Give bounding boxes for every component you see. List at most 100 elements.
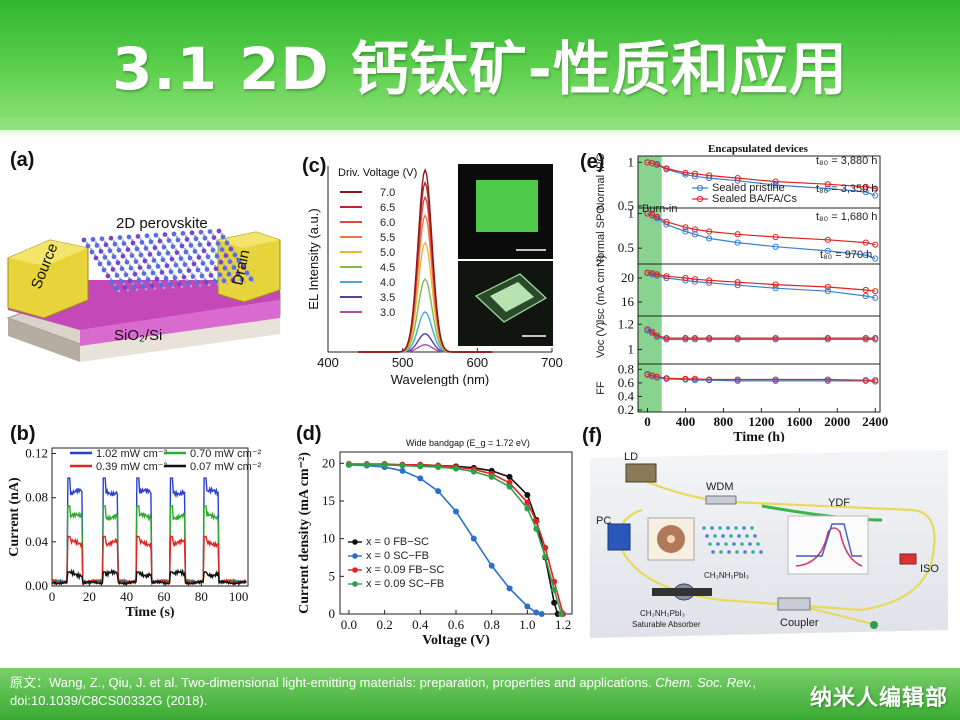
lattice-atom — [127, 278, 133, 284]
stability-point — [653, 161, 661, 168]
perovskite-lattice — [81, 228, 256, 293]
stability-point — [682, 375, 689, 382]
lattice-atom — [142, 258, 148, 264]
legend-text: x = 0 FB−SC — [366, 536, 429, 548]
y-tick-label: 10 — [322, 531, 335, 546]
legend-text-1: 1.02 mW cm⁻² — [96, 448, 168, 460]
stability-point — [706, 335, 713, 342]
lattice-atom-small — [150, 268, 154, 272]
jv-point — [453, 465, 459, 472]
stability-point — [862, 183, 869, 190]
lattice-atom — [120, 253, 126, 259]
lattice-atom — [138, 252, 144, 258]
slide-title: 3.1 2D 钙钛矿-性质和应用 — [112, 35, 848, 103]
stability-line — [647, 328, 876, 339]
lattice-atom — [222, 265, 228, 271]
legend-text: 3.5 — [380, 292, 395, 304]
lattice-atom — [125, 247, 131, 252]
panel-d-label: (d) — [296, 423, 322, 445]
lattice-atom-small — [196, 253, 200, 256]
panel-e-label: (e) — [580, 151, 604, 173]
lattice-atom — [172, 275, 178, 281]
legend-text: 3.0 — [380, 307, 395, 319]
x-axis-title: Wavelength (nm) — [391, 372, 490, 386]
lattice-atom — [129, 253, 135, 258]
lattice-atom — [239, 277, 245, 282]
legend-text: 6.5 — [380, 202, 395, 214]
lattice-atom-small — [213, 264, 217, 267]
lattice-atom — [178, 256, 184, 261]
x-tick-label: 800 — [714, 414, 734, 429]
y-tick-label: 0.6 — [618, 375, 635, 390]
jv-point — [524, 499, 531, 506]
pc-label: PC — [596, 515, 611, 527]
lattice-atom — [144, 233, 150, 239]
stability-point — [872, 185, 879, 192]
lattice-atom-small — [141, 269, 145, 272]
lattice-atom-small — [166, 236, 170, 239]
lattice-atom — [126, 234, 132, 240]
stability-point — [824, 185, 831, 192]
lattice-atom — [201, 248, 207, 254]
lattice-atom — [227, 259, 233, 264]
lattice-atom — [160, 257, 166, 263]
y-tick-label: 1 — [628, 205, 635, 220]
panel-d-title: Wide bandgap (E_g = 1.72 eV) — [406, 438, 530, 448]
wdm-coupler — [705, 495, 737, 505]
lattice-atom — [173, 262, 179, 268]
stability-point — [706, 235, 713, 242]
lattice-atom — [737, 534, 741, 538]
stability-point — [772, 181, 779, 189]
stability-point — [663, 165, 670, 172]
lattice-atom — [187, 255, 193, 261]
lattice-atom — [710, 526, 714, 530]
y-tick-label: 20 — [322, 455, 335, 470]
stability-point — [862, 286, 869, 294]
citation-suffix: , doi:10.1039/C8CS00332G (2018). — [10, 675, 757, 708]
lattice-atom-small — [230, 276, 234, 279]
lattice-atom — [209, 260, 215, 266]
legend-text-4: 0.07 mW cm⁻² — [190, 461, 262, 473]
lattice-atom-small — [130, 238, 134, 242]
jv-point — [558, 611, 565, 617]
stability-point — [734, 335, 741, 342]
lattice-atom-small — [210, 246, 214, 249]
stability-line — [647, 161, 876, 190]
x-tick-label: 20 — [83, 589, 96, 604]
series-line — [51, 568, 247, 586]
lattice-atom — [162, 232, 168, 237]
lattice-atom — [751, 550, 755, 554]
stability-point — [706, 228, 713, 235]
stability-point — [824, 283, 831, 291]
citation-journal: Chem. Soc. Rev. — [655, 675, 753, 690]
lattice-atom-small — [143, 244, 147, 247]
lattice-atom-small — [194, 278, 198, 281]
stability-point — [862, 335, 869, 342]
lattice-atom — [150, 270, 156, 276]
lattice-atom-small — [185, 279, 189, 282]
lattice-atom-small — [205, 252, 209, 255]
stability-point — [691, 335, 699, 342]
y-tick-label: 1.2 — [618, 316, 634, 331]
x-tick-label: 2400 — [862, 414, 888, 429]
lattice-atom-small — [244, 268, 248, 272]
y-axis-title: FF — [595, 381, 607, 395]
lattice-atom — [756, 542, 760, 546]
lattice-atom-small — [171, 286, 175, 289]
lattice-atom — [170, 244, 176, 249]
jv-point — [488, 562, 495, 569]
lattice-atom-small — [107, 246, 111, 249]
source-top — [8, 240, 88, 266]
legend-marker — [352, 553, 358, 559]
legend-title: Driv. Voltage (V) — [338, 167, 417, 179]
lattice-atom-small — [126, 289, 130, 292]
lattice-atom — [176, 281, 182, 287]
citation-prefix: 原文：Wang, Z., Qiu, J. et al. Two-dimensio… — [10, 675, 656, 690]
lattice-atom — [181, 274, 187, 280]
lattice-atom — [137, 265, 143, 270]
lattice-atom — [204, 267, 210, 272]
lattice-atom-small — [129, 251, 133, 254]
panel-b-chart: (b) 1.02 mW cm⁻² 0.70 mW cm⁻² 0.39 mW cm… — [7, 423, 262, 618]
x-tick-label: 100 — [229, 589, 249, 604]
lattice-atom-small — [138, 250, 142, 254]
